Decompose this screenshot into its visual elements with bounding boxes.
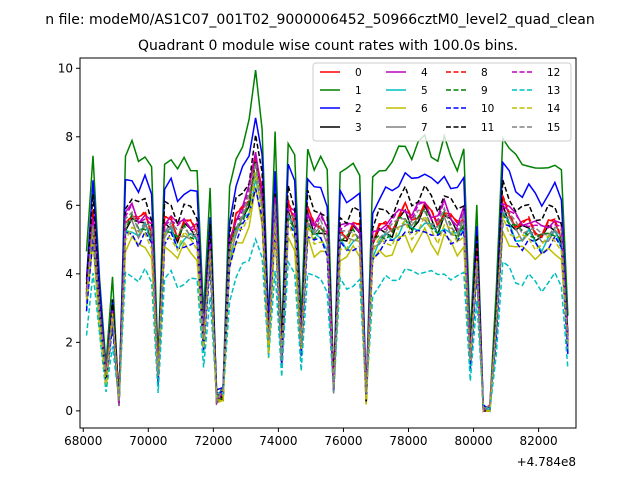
series-line-12 [85,151,569,413]
legend-label: 14 [547,103,561,115]
legend-label: 9 [481,85,488,97]
legend-label: 3 [355,122,362,134]
legend-label: 7 [421,122,428,134]
series-line-11 [85,134,569,412]
y-tick-label: 2 [65,335,73,349]
plot-frame [79,57,577,429]
legend-item-13: 13 [512,85,560,97]
legend-item-3: 3 [320,122,362,134]
y-tick-label: 0 [65,404,73,418]
legend-label: 15 [547,122,560,134]
legend-item-7: 7 [386,122,428,134]
legend-label: 6 [421,103,428,115]
series-line-13 [85,236,569,413]
series-line-15 [85,163,569,413]
legend-item-15: 15 [512,122,560,134]
legend-label: 13 [547,85,560,97]
legend-label: 12 [547,67,560,79]
legend-label: 0 [355,67,362,79]
y-axis: 0 2 4 6 8 10 [58,61,80,418]
legend-label: 10 [481,103,494,115]
x-axis: 68000 70000 72000 74000 76000 78000 80000 82000 [64,428,558,448]
legend-box [312,62,572,142]
x-tick-label: 72000 [194,434,232,448]
legend-item-5: 5 [386,85,428,97]
y-tick-label: 10 [58,61,73,75]
legend-item-8: 8 [446,67,488,79]
legend-label: 2 [355,103,362,115]
legend-label: 8 [481,67,488,79]
legend-item-10: 10 [446,103,494,115]
legend-item-2: 2 [320,103,362,115]
x-tick-label: 70000 [129,434,167,448]
y-tick-label: 6 [65,198,73,212]
x-tick-label: 82000 [520,434,558,448]
legend-item-6: 6 [386,103,428,115]
x-tick-label: 80000 [454,434,492,448]
legend-label: 1 [355,85,362,97]
legend-label: 11 [481,122,494,134]
series-lines [85,70,569,413]
y-tick-label: 8 [65,130,73,144]
x-tick-label: 74000 [259,434,297,448]
legend-label: 5 [421,85,428,97]
legend-item-4: 4 [386,67,428,79]
legend-item-12: 12 [512,67,560,79]
x-tick-label: 78000 [389,434,427,448]
legend-item-14: 14 [512,103,561,115]
legend-item-1: 1 [320,85,362,97]
chart-title: Quadrant 0 module wise count rates with … [138,38,518,54]
x-tick-label: 76000 [324,434,362,448]
legend-item-9: 9 [446,85,488,97]
legend-item-11: 11 [446,122,494,134]
legend-label: 4 [421,67,428,79]
x-offset-text: +4.784e8 [517,455,576,469]
suptitle: n file: modeM0/AS1C07_001T02_9000006452_… [45,12,594,28]
x-tick-label: 68000 [64,434,102,448]
legend-item-0: 0 [320,67,362,79]
y-tick-label: 4 [65,267,73,281]
